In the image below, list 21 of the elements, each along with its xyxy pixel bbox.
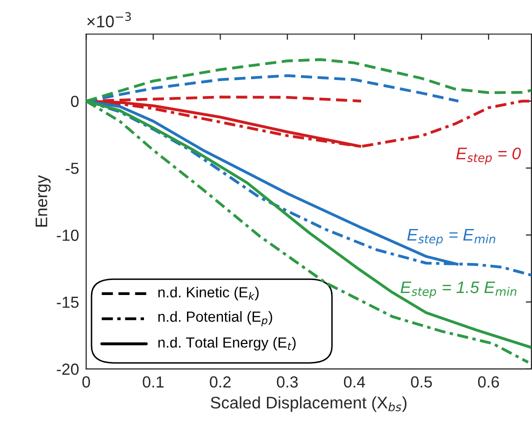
x-tick-label: 0.3	[276, 376, 298, 388]
y-tick-label: -5	[66, 162, 79, 174]
y-tick-label: -20	[56, 364, 79, 375]
x-tick-label: 0.1	[142, 376, 164, 388]
annotation: n.d. Kinetic (E$_{k}$)	[158, 286, 259, 300]
y-tick-label: -15	[56, 296, 79, 308]
x-axis-title: Scaled Displacement (X$_{bs}$)	[210, 396, 406, 412]
x-tick-label: 0.4	[344, 376, 366, 388]
x-tick-label: 0.6	[478, 376, 499, 388]
y-tick-label: 0	[70, 96, 79, 108]
y-axis-title: Energy	[36, 175, 51, 227]
y-tick-label: -10	[56, 230, 79, 241]
annotation: E$_{step}$ = 0	[456, 148, 521, 164]
x-tick-label: 0	[82, 376, 90, 388]
x-tick-label: 0.2	[210, 376, 231, 388]
annotation: E$_{step}$ = E$_{min}$	[407, 229, 496, 246]
annotation: n.d. Potential (E$_{p}$)	[158, 311, 272, 326]
x-tick-label: 0.5	[411, 376, 432, 388]
text: ×10$^{−3}$	[87, 12, 131, 28]
annotation: E$_{step}$ = 1.5 E$_{min}$	[400, 282, 516, 298]
annotation: n.d. Total Energy (E$_{t}$)	[158, 336, 296, 351]
